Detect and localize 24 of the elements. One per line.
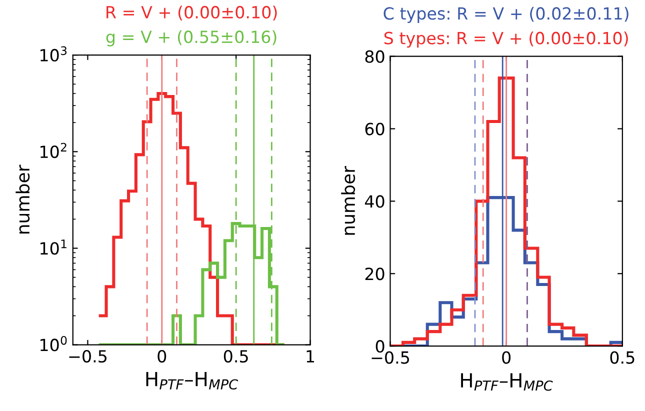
y-axis-title: number <box>341 166 356 235</box>
y-tick-label: 20 <box>365 268 384 280</box>
x-tick-label: 1 <box>306 350 314 362</box>
y-tick-label: 60 <box>365 122 384 136</box>
x-tick-label: 0.5 <box>224 350 248 363</box>
text: S types: R = V + (0.00±0.10) <box>384 32 628 48</box>
x-axis-title: H$_{PTF}$–H$_{MPC}$ <box>146 372 238 390</box>
y-axis-title: number <box>16 164 30 234</box>
text: g = V + (0.55±0.16) <box>106 30 276 46</box>
y-tick-label: 40 <box>364 195 384 208</box>
y-tick-label: 10$^{3}$ <box>40 46 67 62</box>
y-tick-label: 80 <box>365 50 384 63</box>
y-tick-label: 10$^{2}$ <box>40 142 66 158</box>
y-tick-label: 10$^{1}$ <box>40 240 66 255</box>
x-tick-label: 0 <box>502 351 511 364</box>
y-tick-label: 10$^{0}$ <box>40 336 67 352</box>
text: C types: R = V + (0.02±0.11) <box>384 6 628 23</box>
x-tick-label: −0.5 <box>69 350 106 363</box>
text: R = V + (0.00±0.10) <box>106 6 277 20</box>
x-tick-label: −0.5 <box>372 351 410 364</box>
x-axis-title: H$_{PTF}$–H$_{MPC}$ <box>461 373 553 391</box>
x-tick-label: 0 <box>158 350 166 363</box>
x-tick-label: 0.5 <box>610 351 634 364</box>
y-tick-label: 0 <box>376 340 384 353</box>
